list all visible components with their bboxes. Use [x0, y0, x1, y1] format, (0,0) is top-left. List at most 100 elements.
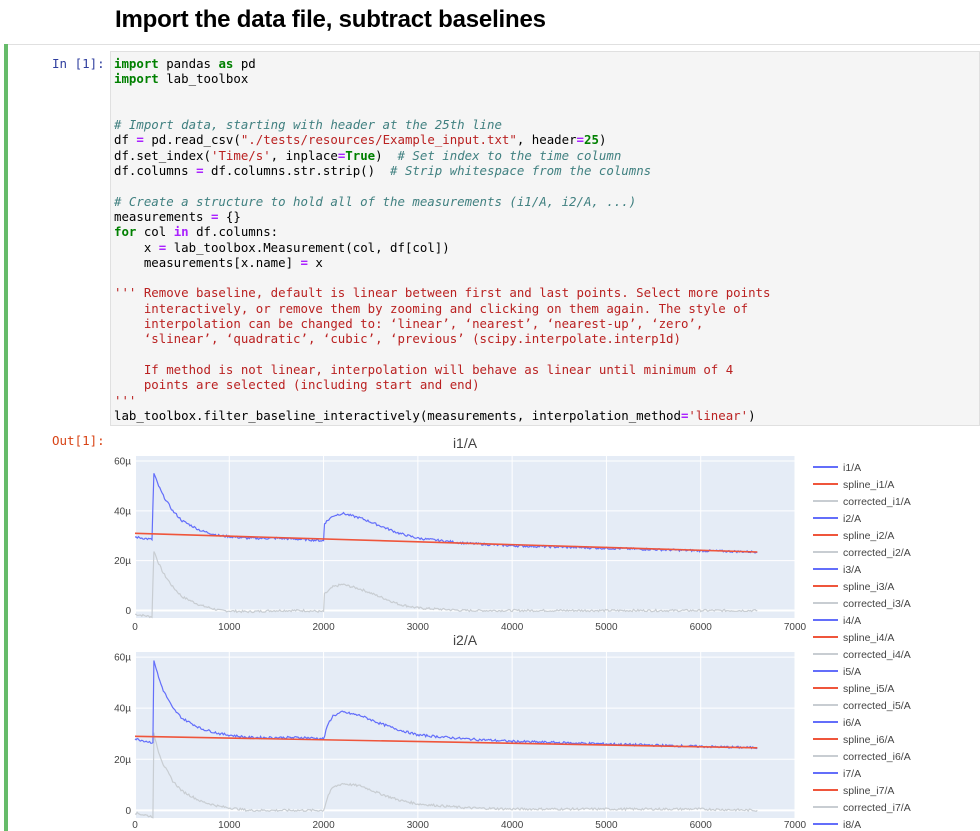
x-tick-label: 2000 [312, 622, 335, 633]
legend-item[interactable]: corrected_i6/A [813, 751, 911, 763]
legend-item[interactable]: spline_i7/A [813, 785, 894, 797]
legend-label: spline_i1/A [843, 479, 894, 491]
code-token: pd [233, 56, 256, 71]
subplot-1: 0 1000 2000 3000 4000 5000 6000 7000 0 20µ 40µ 60µ i… [114, 435, 806, 633]
code-token: x [114, 239, 159, 255]
legend-item[interactable]: corrected_i5/A [813, 700, 911, 712]
series-line-corrected-i2-a [134, 732, 758, 819]
legend-label: spline_i4/A [843, 632, 894, 644]
section-heading: Import the data file, subtract baselines [115, 6, 546, 33]
legend-item[interactable]: spline_i6/A [813, 734, 894, 746]
legend-item[interactable]: corrected_i3/A [813, 598, 911, 610]
code-line: import pandas as pd [114, 56, 256, 71]
code-token: = [337, 147, 346, 163]
legend-label: i3/A [843, 564, 861, 576]
subplot-title: i1/A [453, 435, 478, 451]
code-token: points are selected (including start and… [114, 377, 480, 393]
code-line: df.set_index('Time/s', inplace=True) # S… [114, 148, 621, 163]
code-token: ‘slinear’, ‘quadratic’, ‘cubic’, ‘previo… [114, 331, 681, 347]
legend-item[interactable]: corrected_i4/A [813, 649, 911, 661]
legend-label: corrected_i2/A [843, 547, 911, 559]
legend-item[interactable]: spline_i1/A [813, 479, 894, 491]
code-line: ''' Remove baseline, default is linear b… [114, 285, 770, 300]
legend-label: i8/A [843, 819, 861, 831]
legend-item[interactable]: corrected_i7/A [813, 802, 911, 814]
y-tick-label: 0 [125, 806, 131, 817]
code-token: measurements [114, 208, 211, 224]
code-token: = [680, 407, 689, 423]
legend-label: spline_i5/A [843, 683, 894, 695]
x-tick-label: 5000 [595, 622, 618, 633]
code-token: for [114, 224, 137, 240]
code-token: lab_toolbox.Measurement(col, df[col]) [166, 239, 450, 255]
code-line: import lab_toolbox [114, 71, 248, 86]
code-token: df [114, 132, 137, 148]
code-token: ) [375, 147, 398, 163]
legend-item[interactable]: i5/A [813, 666, 861, 678]
legend: i1/A spline_i1/A corrected_i1/A i2/A spline_… [813, 462, 911, 831]
legend-label: i5/A [843, 666, 861, 678]
code-token: = [196, 163, 204, 179]
code-token: in [173, 224, 189, 240]
code-token: {} [218, 208, 241, 224]
y-tick-label: 20µ [114, 755, 131, 766]
code-token: ''' [114, 392, 137, 408]
legend-item[interactable]: i2/A [813, 513, 861, 525]
code-line: df.columns = df.columns.str.strip() # St… [114, 163, 651, 178]
code-token: df.columns.str.strip() [203, 163, 391, 179]
legend-item[interactable]: i8/A [813, 819, 861, 831]
legend-item[interactable]: spline_i4/A [813, 632, 894, 644]
legend-item[interactable]: i6/A [813, 717, 861, 729]
code-token: # Import data, starting with header at t… [114, 117, 502, 133]
code-token: interpolation can be changed to: ‘linear… [114, 316, 704, 332]
code-token: lab_toolbox [158, 71, 249, 87]
legend-item[interactable]: corrected_i2/A [813, 547, 911, 559]
legend-label: corrected_i3/A [843, 598, 911, 610]
x-tick-label: 3000 [407, 820, 430, 831]
x-tick-label: 2000 [312, 820, 335, 831]
code-line: ‘slinear’, ‘quadratic’, ‘cubic’, ‘previo… [114, 331, 681, 346]
code-line: measurements = {} [114, 209, 241, 224]
subplot-title: i2/A [453, 632, 478, 648]
code-token: pandas [158, 56, 219, 71]
code-line: x = lab_toolbox.Measurement(col, df[col]… [114, 240, 450, 255]
legend-item[interactable]: i3/A [813, 564, 861, 576]
x-tick-label: 4000 [501, 820, 524, 831]
code-token: import [114, 71, 159, 87]
code-token: df.columns [114, 163, 197, 179]
legend-item[interactable]: spline_i3/A [813, 581, 894, 593]
code-token: = [210, 208, 219, 224]
code-token: interactively, or remove them by zooming… [114, 300, 749, 316]
legend-label: corrected_i1/A [843, 496, 911, 508]
code-token: , inplace [270, 147, 338, 163]
cell-selection-bar [4, 44, 8, 831]
code-token: measurements[x.name] [114, 254, 301, 270]
code-line: interactively, or remove them by zooming… [114, 301, 748, 316]
legend-item[interactable]: spline_i5/A [813, 683, 894, 695]
code-editor[interactable] [110, 51, 980, 426]
legend-item[interactable]: i7/A [813, 768, 861, 780]
legend-label: spline_i2/A [843, 530, 894, 542]
legend-item[interactable]: corrected_i1/A [813, 496, 911, 508]
code-token: df.columns: [188, 224, 279, 240]
code-token: as [218, 56, 234, 71]
x-tick-label: 1000 [218, 622, 241, 633]
legend-item[interactable]: spline_i2/A [813, 530, 894, 542]
legend-label: corrected_i5/A [843, 700, 911, 712]
code-line: measurements[x.name] = x [114, 255, 323, 270]
code-token: , header [516, 132, 577, 148]
subplot-2: 0 1000 2000 3000 4000 5000 6000 7000 0 20µ 40µ 60µ i… [114, 632, 806, 831]
code-token: ) [598, 132, 607, 148]
code-line: ''' [114, 393, 136, 408]
code-line: df = pd.read_csv("./tests/resources/Exam… [114, 132, 606, 147]
legend-label: i2/A [843, 513, 861, 525]
plot-area [135, 652, 795, 818]
legend-item[interactable]: i4/A [813, 615, 861, 627]
legend-label: spline_i7/A [843, 785, 894, 797]
code-text[interactable]: import pandas as pd import lab_toolbox #… [114, 56, 770, 423]
y-tick-label: 40µ [114, 506, 131, 517]
code-token: "./tests/resources/Example_input.txt" [240, 132, 517, 148]
legend-item[interactable]: i1/A [813, 462, 861, 474]
legend-label: i7/A [843, 768, 861, 780]
